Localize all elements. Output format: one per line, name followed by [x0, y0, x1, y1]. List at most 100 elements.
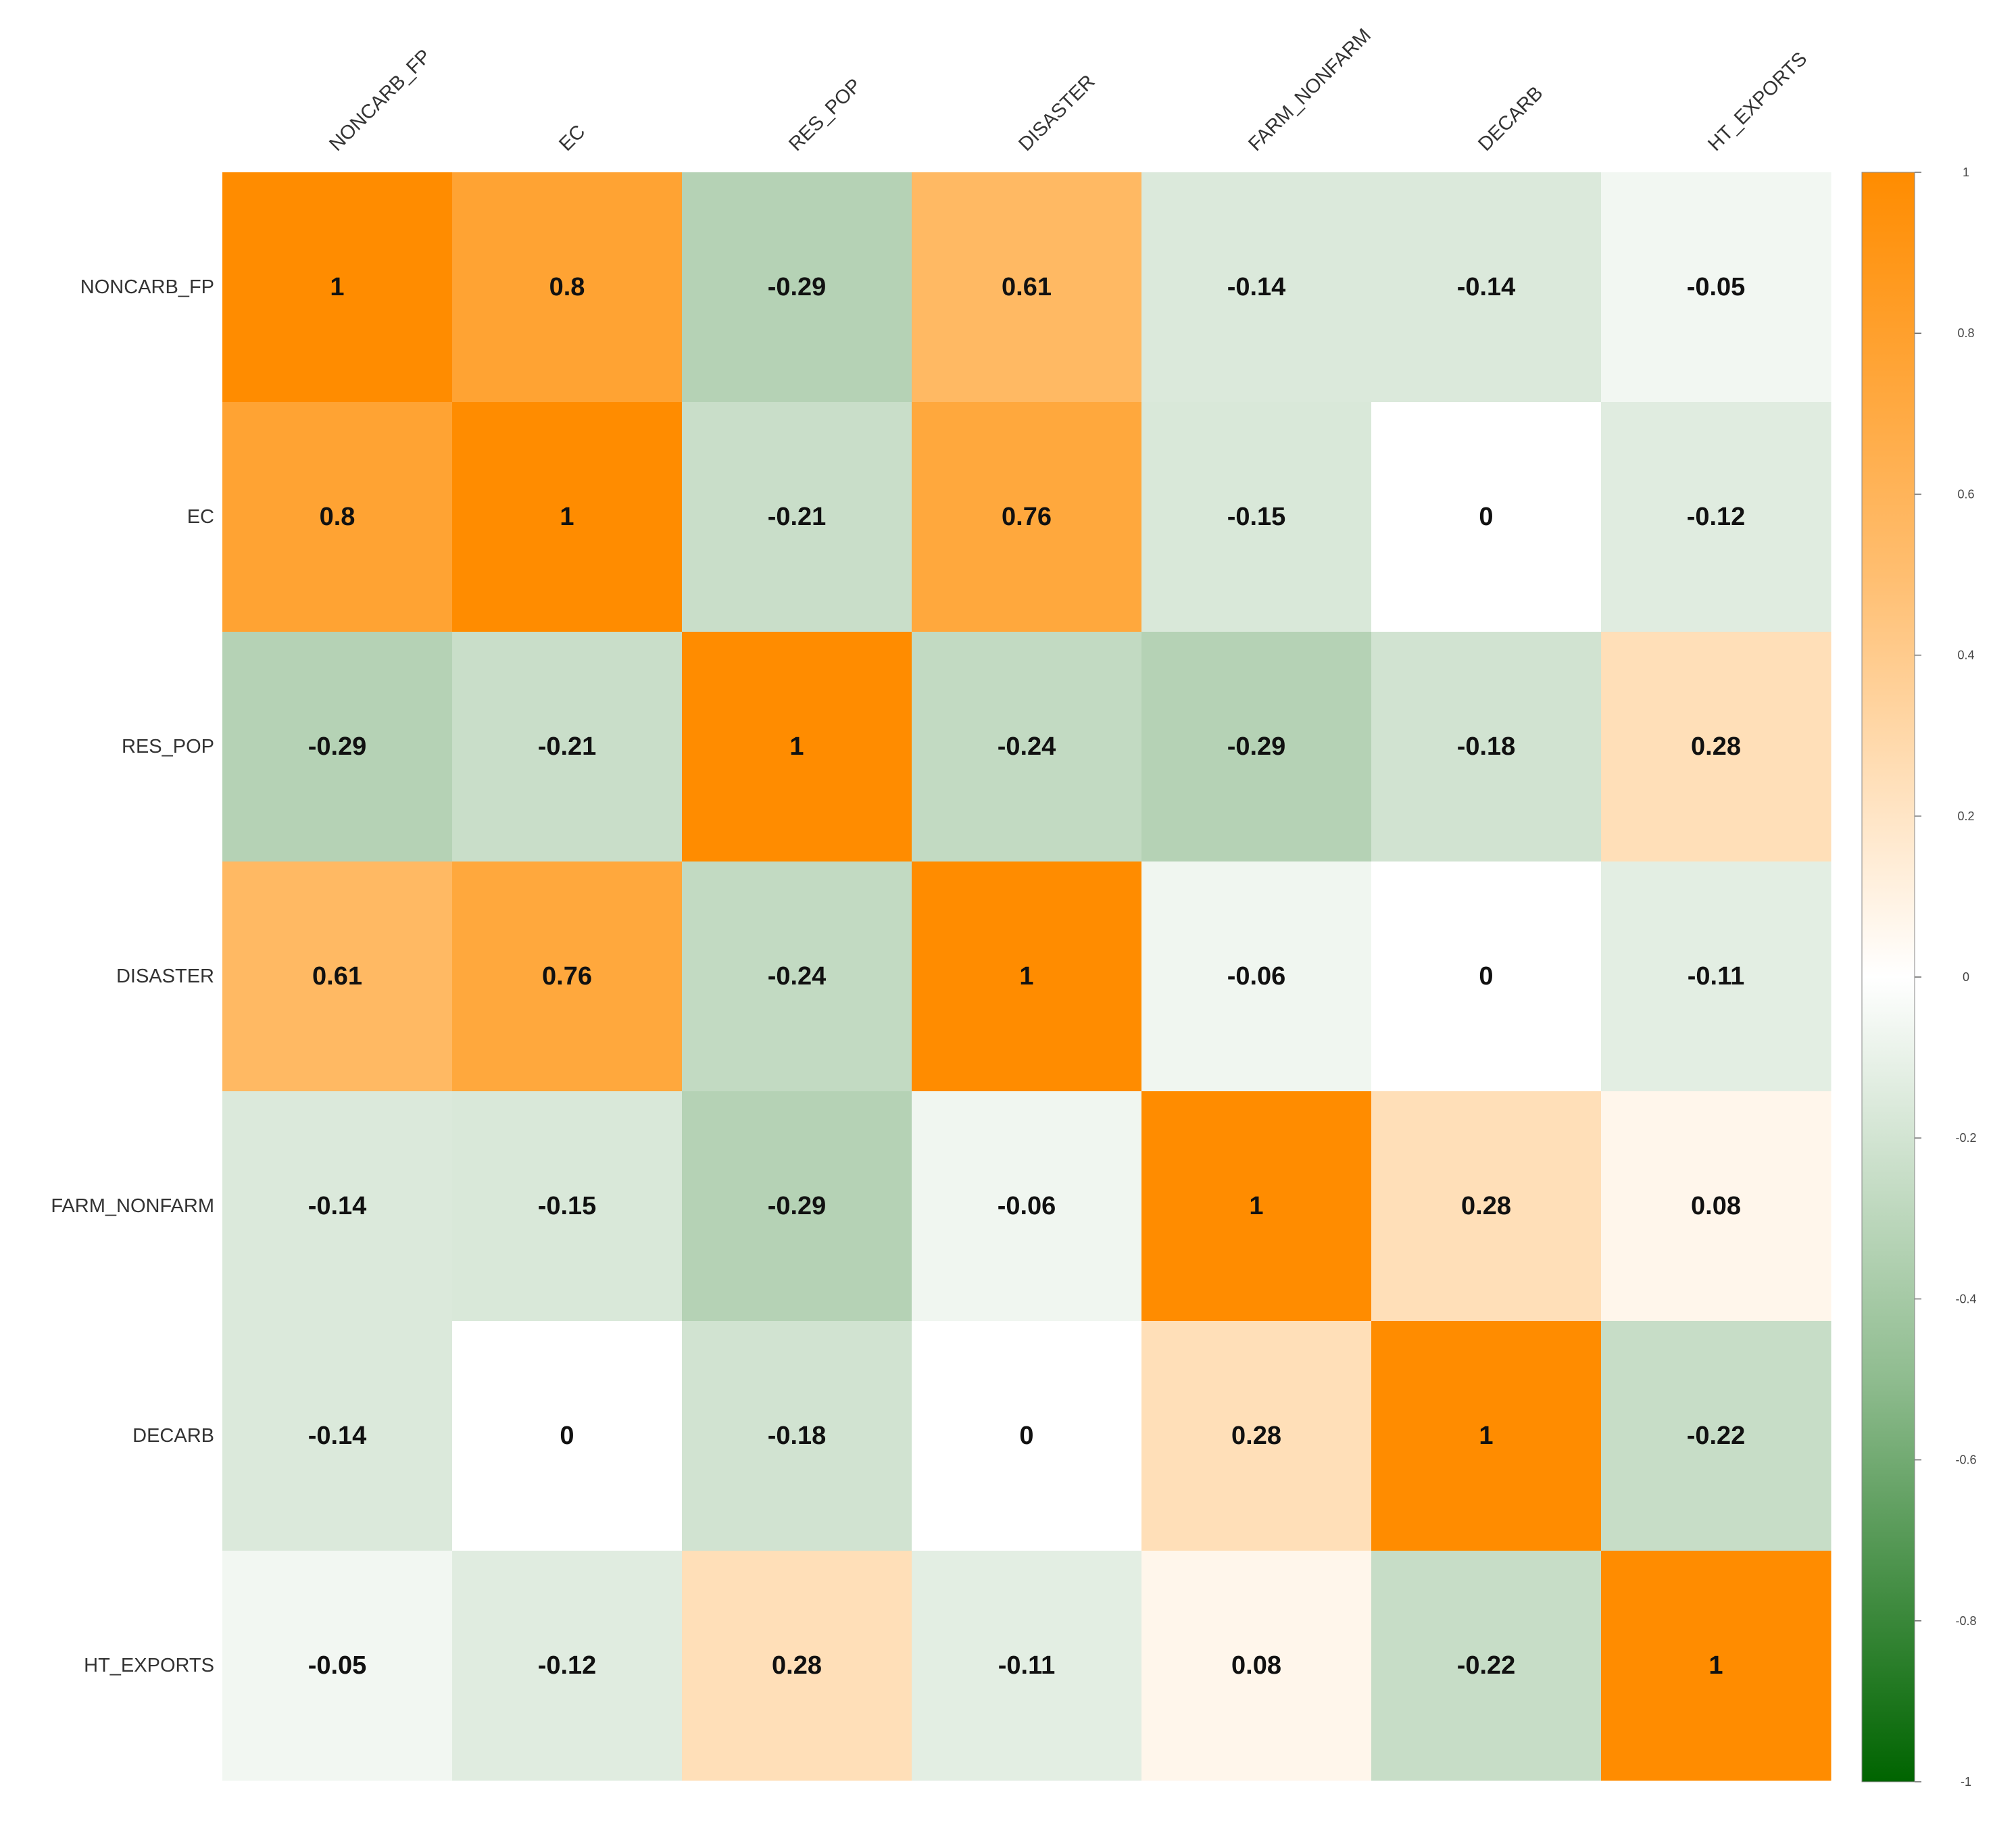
heatmap-cell-value: 0 [1479, 962, 1493, 991]
heatmap-cell-value: 1 [330, 273, 344, 301]
heatmap-cell [222, 1321, 453, 1551]
heatmap-cell [682, 1321, 912, 1551]
heatmap-cell-value: 1 [1019, 962, 1033, 991]
heatmap-cell [452, 632, 683, 862]
heatmap-cell-value: -0.29 [308, 732, 367, 761]
heatmap-cell [682, 402, 912, 632]
heatmap-cell-value: -0.18 [768, 1422, 827, 1450]
heatmap-cell [1601, 861, 1831, 1092]
heatmap-cell [912, 861, 1142, 1092]
column-label: EC [555, 121, 589, 155]
heatmap-cell [1141, 1551, 1372, 1781]
heatmap-cell-value: 1 [1479, 1422, 1493, 1450]
column-label: NONCARB_FP [325, 45, 435, 155]
heatmap-cell-value: 0.61 [312, 962, 362, 991]
heatmap-cell-value: 0.76 [1002, 503, 1052, 531]
heatmap-cell-value: 1 [1708, 1651, 1723, 1680]
heatmap-cell-value: 0.08 [1231, 1651, 1281, 1680]
heatmap-cell-value: -0.29 [768, 1192, 827, 1220]
heatmap-cell [912, 172, 1142, 403]
column-label: DISASTER [1014, 71, 1099, 155]
heatmap-cell [452, 1321, 683, 1551]
colorbar: 1 0.8 0.6 0.4 0.2 0 -0.2 -0.4 -0.6 -0.8 -1 [1861, 166, 1977, 1789]
heatmap-cell [912, 632, 1142, 862]
heatmap-cell [1141, 402, 1372, 632]
heatmap-cell-value: -0.15 [1227, 503, 1286, 531]
colorbar-tick-label: 0.4 [1957, 649, 1974, 662]
heatmap-cell [222, 1091, 453, 1322]
colorbar-ticks: 1 0.8 0.6 0.4 0.2 0 -0.2 -0.4 -0.6 -0.8 -1 [1915, 166, 1977, 1789]
heatmap-cell [1141, 1091, 1372, 1322]
colorbar-tick-label: 0.6 [1957, 487, 1974, 501]
heatmap-cell [682, 1091, 912, 1322]
heatmap-cell-value: 0 [1019, 1422, 1033, 1450]
heatmap-cell [452, 1551, 683, 1781]
heatmap-cell [1371, 1551, 1602, 1781]
heatmap-cell [1371, 1321, 1602, 1551]
column-label: DECARB [1474, 82, 1547, 155]
heatmap-cell-value: -0.29 [1227, 732, 1286, 761]
heatmap-cell [222, 402, 453, 632]
heatmap-cell [682, 172, 912, 403]
heatmap-cell-value: -0.12 [538, 1651, 597, 1680]
heatmap-cell-value: -0.11 [1688, 962, 1745, 991]
heatmap-cell [452, 861, 683, 1092]
heatmap-cell-value: -0.14 [308, 1422, 367, 1450]
colorbar-tick-label: -0.6 [1955, 1453, 1976, 1467]
heatmap-cell [912, 1321, 1142, 1551]
heatmap-cell-value: -0.14 [1457, 273, 1516, 301]
heatmap-cell [912, 1551, 1142, 1781]
heatmap-cell [1601, 402, 1831, 632]
heatmap-cell [912, 402, 1142, 632]
heatmap-cell [452, 1091, 683, 1322]
heatmap-cell-value: -0.06 [998, 1192, 1056, 1220]
row-label: DISASTER [116, 966, 214, 987]
row-label: DECARB [132, 1425, 214, 1447]
heatmap-cells [222, 172, 1831, 1781]
colorbar-tick-label: 0.8 [1957, 326, 1974, 340]
colorbar-tick-label: -0.4 [1955, 1292, 1976, 1305]
heatmap-cell-value: -0.15 [538, 1192, 597, 1220]
colorbar-tick-label: 0.2 [1957, 809, 1974, 823]
heatmap-cell-value: 0.76 [542, 962, 592, 991]
heatmap-cell [1371, 861, 1602, 1092]
heatmap-cell-value: -0.22 [1457, 1651, 1516, 1680]
row-label: FARM_NONFARM [51, 1195, 214, 1217]
heatmap-cell-value: 0 [560, 1422, 574, 1450]
colorbar-tick-label: 0 [1963, 970, 1969, 984]
heatmap-cell-value: 0.8 [320, 503, 355, 531]
colorbar-gradient [1861, 172, 1915, 1782]
column-label: FARM_NONFARM [1244, 24, 1375, 155]
heatmap-cell-value: -0.21 [768, 503, 827, 531]
heatmap-cell-value: 0.28 [1691, 732, 1741, 761]
heatmap-cell-value: 0.61 [1002, 273, 1052, 301]
heatmap-cell [452, 172, 683, 403]
heatmap-cell [1371, 632, 1602, 862]
heatmap-cell-value: -0.29 [768, 273, 827, 301]
heatmap-cell [1601, 1551, 1831, 1781]
heatmap-cell [1371, 172, 1602, 403]
heatmap-cell-value: -0.21 [538, 732, 597, 761]
column-label: HT_EXPORTS [1704, 48, 1811, 155]
heatmap-cell-value: -0.05 [1687, 273, 1746, 301]
heatmap-cell-value: 0.28 [1461, 1192, 1511, 1220]
colorbar-tick-label: -0.8 [1955, 1614, 1976, 1628]
heatmap-cell [1601, 172, 1831, 403]
row-label: RES_POP [122, 736, 214, 757]
heatmap-cell [222, 861, 453, 1092]
heatmap-cell-value: -0.11 [998, 1651, 1056, 1680]
column-label: RES_POP [785, 74, 866, 155]
heatmap-cell [912, 1091, 1142, 1322]
heatmap-cell-value: -0.24 [998, 732, 1056, 761]
row-label: EC [187, 506, 214, 528]
heatmap-cell-value: 1 [789, 732, 804, 761]
heatmap-cell [1601, 1091, 1831, 1322]
heatmap-cell-value: -0.05 [308, 1651, 367, 1680]
heatmap-cell-value: -0.14 [308, 1192, 367, 1220]
heatmap-cell-value: 1 [1249, 1192, 1263, 1220]
heatmap-cell-value: 0.8 [549, 273, 585, 301]
colorbar-tick-label: -0.2 [1955, 1131, 1976, 1145]
heatmap-cell [222, 172, 453, 403]
heatmap-cell [682, 861, 912, 1092]
